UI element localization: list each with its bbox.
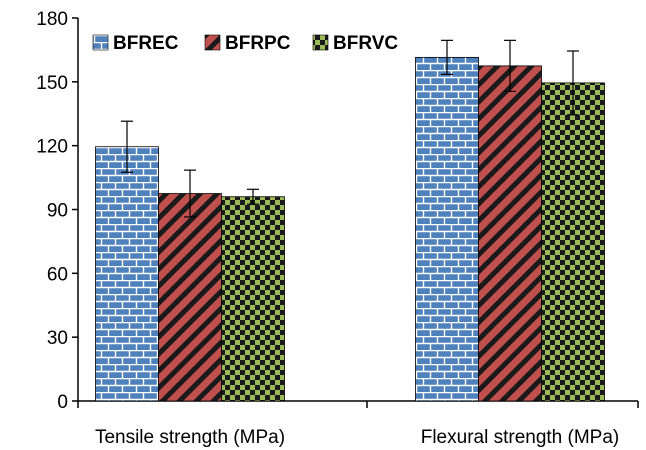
- plot-area: 0 30 60 90 120 150 180 Tensile strength (MPa) Fl…: [36, 9, 639, 448]
- legend-label-bfrec: BFREC: [113, 33, 179, 54]
- y-tick-label: 180: [36, 9, 68, 30]
- legend-label-bfrpc: BFRPC: [225, 33, 291, 54]
- bar-bfrec-tensile: [95, 146, 159, 402]
- legend-label-bfrvc: BFRVC: [333, 33, 398, 54]
- x-category-label: Tensile strength (MPa): [95, 427, 285, 448]
- y-tick-label: 120: [36, 137, 68, 158]
- legend-swatch-bfrvc: [312, 34, 329, 51]
- y-tick-label: 60: [47, 264, 68, 285]
- x-category-label: Flexural strength (MPa): [421, 427, 620, 448]
- bar-bfrec-flexural: [415, 56, 479, 402]
- bar-bfrvc-tensile: [221, 196, 285, 402]
- bar-bfrpc-tensile: [158, 193, 222, 402]
- legend-swatch-bfrpc: [204, 34, 221, 51]
- bar-bfrpc-flexural: [478, 65, 542, 402]
- bar-bfrvc-flexural: [541, 82, 605, 402]
- y-tick-label: 90: [47, 201, 68, 222]
- y-tick-label: 0: [57, 392, 68, 413]
- legend: BFREC BFRPC BFRVC: [92, 33, 398, 54]
- legend-swatch-bfrec: [92, 34, 109, 51]
- y-tick-label: 150: [36, 73, 68, 94]
- y-tick-label: 30: [47, 328, 68, 349]
